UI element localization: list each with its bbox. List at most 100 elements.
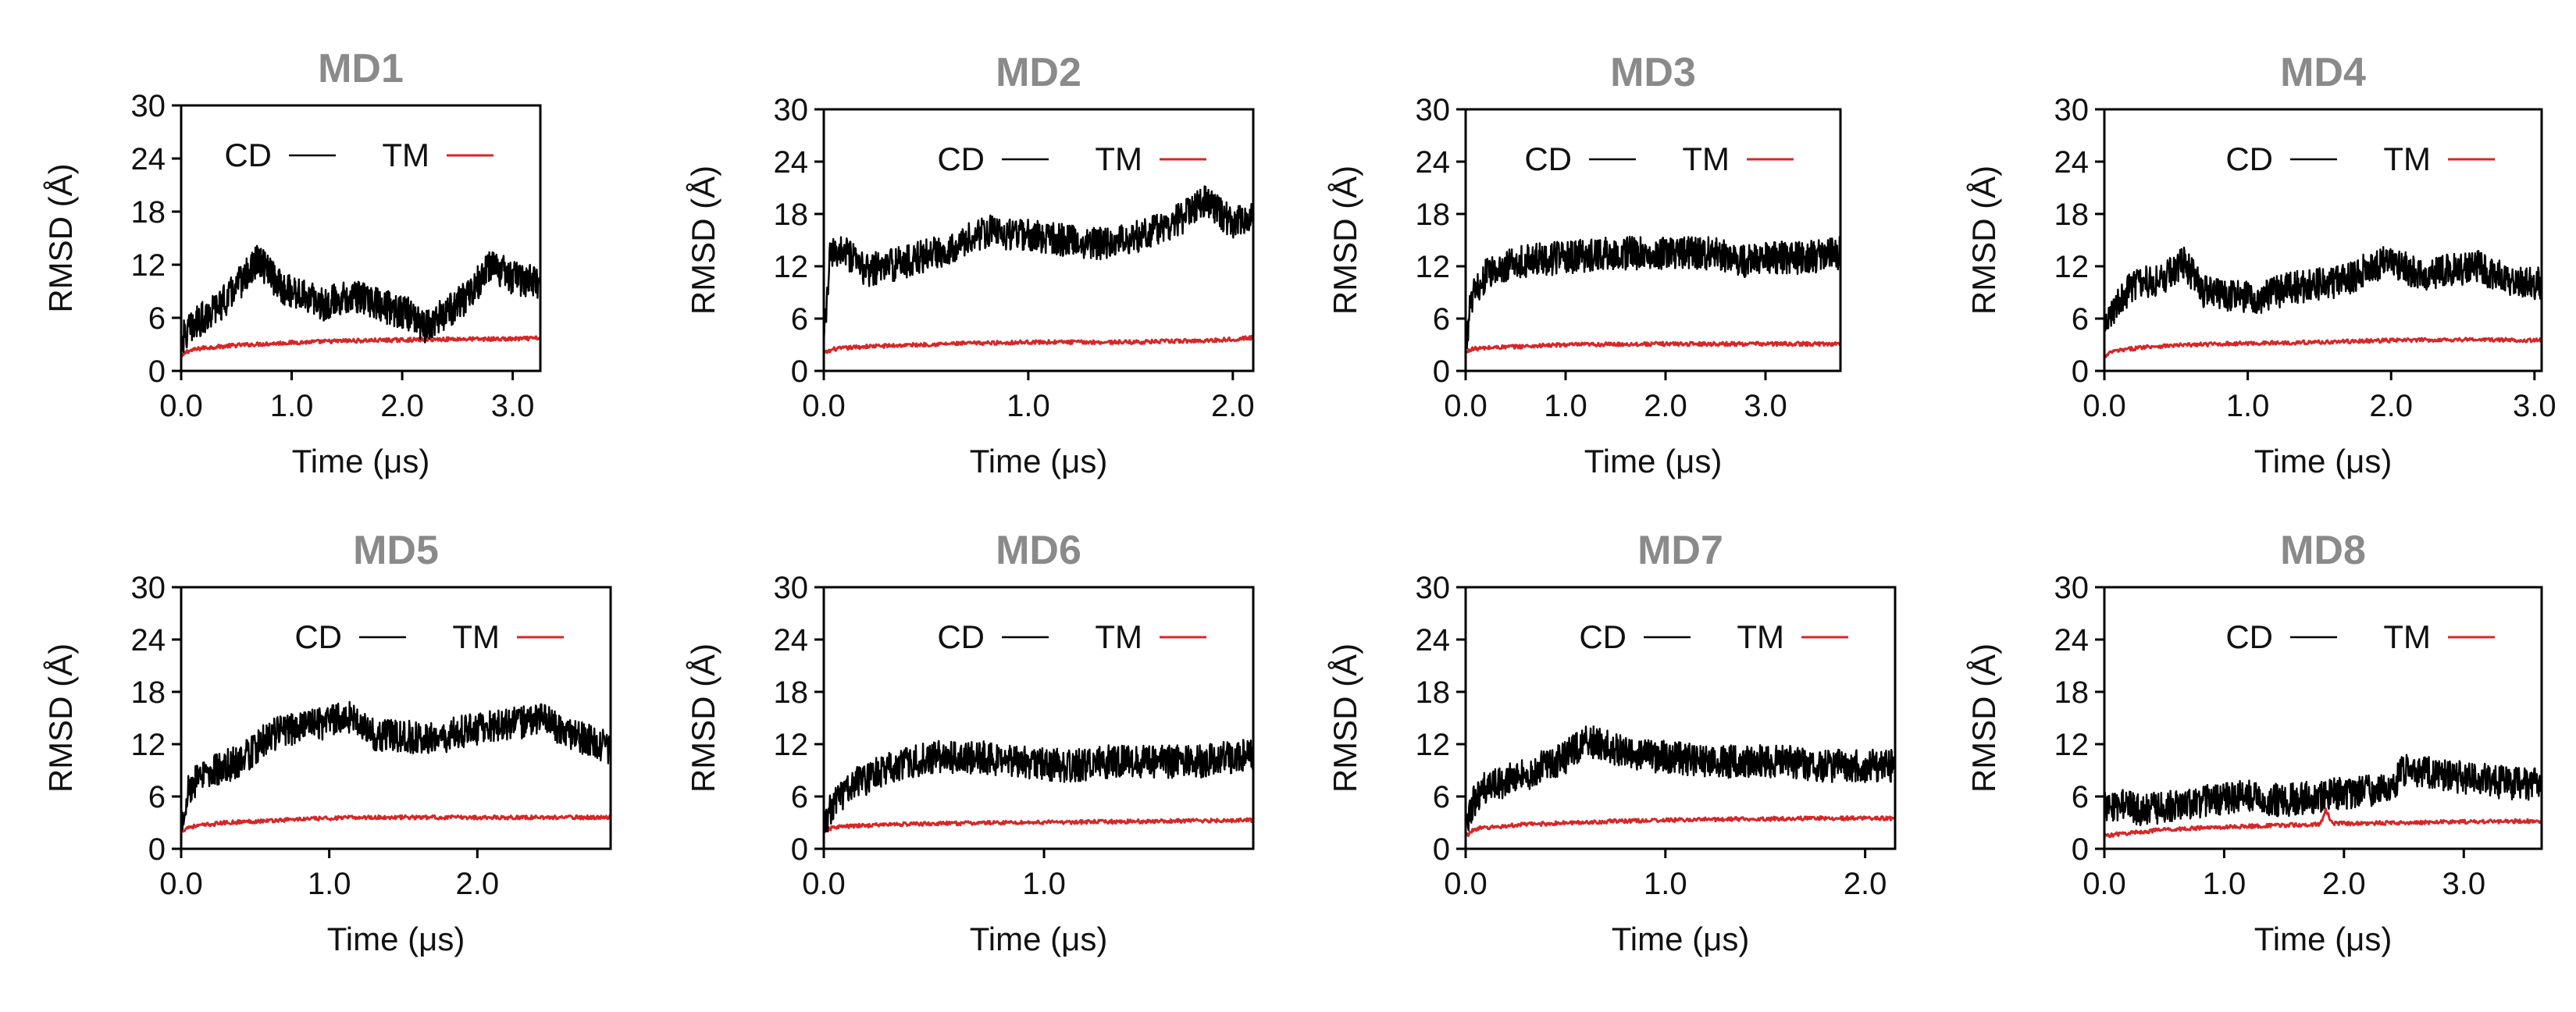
legend-label-cd: CD bbox=[937, 141, 985, 177]
chart-panel-6: MD6 0 6 12 18 24 30 0.0 1.0 Time (μs) RMSD (Å) TM CD bbox=[685, 528, 1255, 957]
y-tick-label: 24 bbox=[131, 142, 166, 176]
x-tick-label: 1.0 bbox=[1544, 389, 1587, 423]
y-tick-label: 30 bbox=[774, 571, 809, 605]
y-tick-label: 6 bbox=[791, 780, 808, 814]
y-tick-label: 30 bbox=[774, 93, 809, 127]
y-tick-label: 12 bbox=[131, 248, 166, 283]
legend-label-tm: TM bbox=[1737, 618, 1784, 655]
y-tick-label: 30 bbox=[1416, 93, 1451, 127]
legend-label-tm: TM bbox=[452, 618, 500, 655]
legend-label-cd: CD bbox=[2225, 141, 2273, 177]
chart-panel-2: MD2 0 6 12 18 24 30 0.0 1.0 2.0 Time (μs) RMSD (Å) T… bbox=[685, 50, 1255, 479]
x-axis-label: Time (μs) bbox=[970, 443, 1108, 479]
chart-panel-5: MD5 0 6 12 18 24 30 0.0 1.0 2.0 Time (μs) RMSD (Å) T… bbox=[42, 528, 612, 957]
legend-label-cd: CD bbox=[224, 137, 272, 173]
series-line-cd bbox=[2104, 754, 2542, 826]
x-tick-label: 3.0 bbox=[1744, 389, 1787, 423]
y-tick-label: 24 bbox=[131, 623, 166, 657]
y-tick-label: 6 bbox=[1433, 780, 1450, 814]
plot-frame bbox=[1464, 108, 1842, 372]
legend-label-tm: TM bbox=[382, 137, 429, 173]
legend-label-tm: TM bbox=[1095, 618, 1142, 655]
y-tick-label: 24 bbox=[774, 623, 809, 657]
series-line-tm bbox=[1466, 815, 1895, 837]
legend-label-cd: CD bbox=[1524, 141, 1572, 177]
x-axis-label: Time (μs) bbox=[1584, 443, 1723, 479]
chart-panel-4: MD4 0 6 12 18 24 30 0.0 1.0 2.0 3.0 Time (μs) RMSD (… bbox=[1965, 50, 2556, 479]
series-line-tm bbox=[2104, 337, 2542, 358]
chart-title: MD8 bbox=[2280, 528, 2366, 573]
y-tick-label: 24 bbox=[2054, 145, 2090, 180]
y-tick-label: 6 bbox=[2072, 302, 2089, 337]
x-tick-label: 0.0 bbox=[159, 389, 203, 423]
x-tick-label: 2.0 bbox=[1211, 389, 1255, 423]
chart-panel-8: MD8 0 6 12 18 24 30 0.0 1.0 2.0 3.0 Time (μs) RMSD (… bbox=[1965, 528, 2543, 957]
y-tick-label: 30 bbox=[2054, 571, 2090, 605]
x-tick-label: 1.0 bbox=[2203, 867, 2246, 901]
y-tick-label: 18 bbox=[774, 198, 809, 232]
y-tick-label: 12 bbox=[2054, 250, 2090, 284]
chart-title: MD5 bbox=[353, 528, 439, 573]
y-tick-label: 12 bbox=[774, 728, 809, 762]
plot-frame bbox=[180, 104, 542, 372]
y-axis-label: RMSD (Å) bbox=[1327, 166, 1363, 315]
x-tick-label: 2.0 bbox=[2322, 867, 2366, 901]
legend-label-cd: CD bbox=[937, 618, 985, 655]
x-axis-label: Time (μs) bbox=[1612, 921, 1750, 957]
x-tick-label: 0.0 bbox=[802, 389, 846, 423]
y-axis-label: RMSD (Å) bbox=[1965, 643, 2002, 793]
y-tick-label: 24 bbox=[1416, 623, 1451, 657]
x-axis-label: Time (μs) bbox=[292, 443, 430, 479]
series-line-cd bbox=[181, 244, 540, 354]
y-tick-label: 12 bbox=[774, 250, 809, 284]
x-tick-label: 2.0 bbox=[2369, 389, 2413, 423]
y-tick-label: 0 bbox=[1433, 832, 1450, 867]
y-tick-label: 0 bbox=[148, 355, 166, 389]
y-tick-label: 0 bbox=[2072, 355, 2089, 389]
x-tick-label: 1.0 bbox=[308, 867, 351, 901]
plot-frame bbox=[2103, 108, 2543, 372]
x-axis-label: Time (μs) bbox=[2254, 443, 2393, 479]
x-tick-label: 2.0 bbox=[456, 867, 500, 901]
y-tick-label: 30 bbox=[131, 571, 166, 605]
plot-frame bbox=[822, 108, 1255, 372]
y-tick-label: 6 bbox=[2072, 780, 2089, 814]
y-axis-label: RMSD (Å) bbox=[685, 643, 721, 793]
y-tick-label: 0 bbox=[1433, 355, 1450, 389]
series-line-tm bbox=[824, 817, 1253, 832]
series-line-cd bbox=[824, 185, 1253, 345]
chart-panel-1: MD1 0 6 12 18 24 30 0.0 1.0 2.0 3.0 Time (μs) RMSD (… bbox=[42, 46, 542, 479]
y-tick-label: 12 bbox=[131, 728, 166, 762]
x-tick-label: 0.0 bbox=[1444, 389, 1488, 423]
x-tick-label: 0.0 bbox=[1444, 867, 1488, 901]
x-tick-label: 1.0 bbox=[1022, 867, 1066, 901]
chart-title: MD3 bbox=[1610, 50, 1696, 95]
chart-title: MD6 bbox=[996, 528, 1081, 573]
y-tick-label: 0 bbox=[791, 832, 808, 867]
legend-label-tm: TM bbox=[1095, 141, 1142, 177]
plot-frame bbox=[822, 586, 1255, 850]
legend-label-cd: CD bbox=[1579, 618, 1626, 655]
legend-label-tm: TM bbox=[2383, 618, 2431, 655]
y-tick-label: 0 bbox=[791, 355, 808, 389]
y-tick-label: 6 bbox=[791, 302, 808, 337]
y-tick-label: 18 bbox=[2054, 198, 2090, 232]
x-tick-label: 0.0 bbox=[159, 867, 203, 901]
series-line-tm bbox=[2104, 807, 2542, 839]
y-tick-label: 12 bbox=[2054, 728, 2090, 762]
series-line-tm bbox=[1466, 340, 1840, 355]
legend-label-tm: TM bbox=[1682, 141, 1730, 177]
x-tick-label: 1.0 bbox=[1644, 867, 1687, 901]
plot-frame bbox=[1464, 586, 1897, 850]
y-tick-label: 6 bbox=[148, 301, 166, 336]
y-tick-label: 24 bbox=[1416, 145, 1451, 180]
x-tick-label: 3.0 bbox=[2442, 867, 2485, 901]
x-tick-label: 1.0 bbox=[1007, 389, 1050, 423]
x-axis-label: Time (μs) bbox=[2254, 921, 2393, 957]
legend-label-cd: CD bbox=[2225, 618, 2273, 655]
y-tick-label: 12 bbox=[1416, 250, 1451, 284]
y-tick-label: 18 bbox=[131, 675, 166, 710]
plot-frame bbox=[2103, 586, 2543, 850]
y-axis-label: RMSD (Å) bbox=[1965, 166, 2002, 315]
